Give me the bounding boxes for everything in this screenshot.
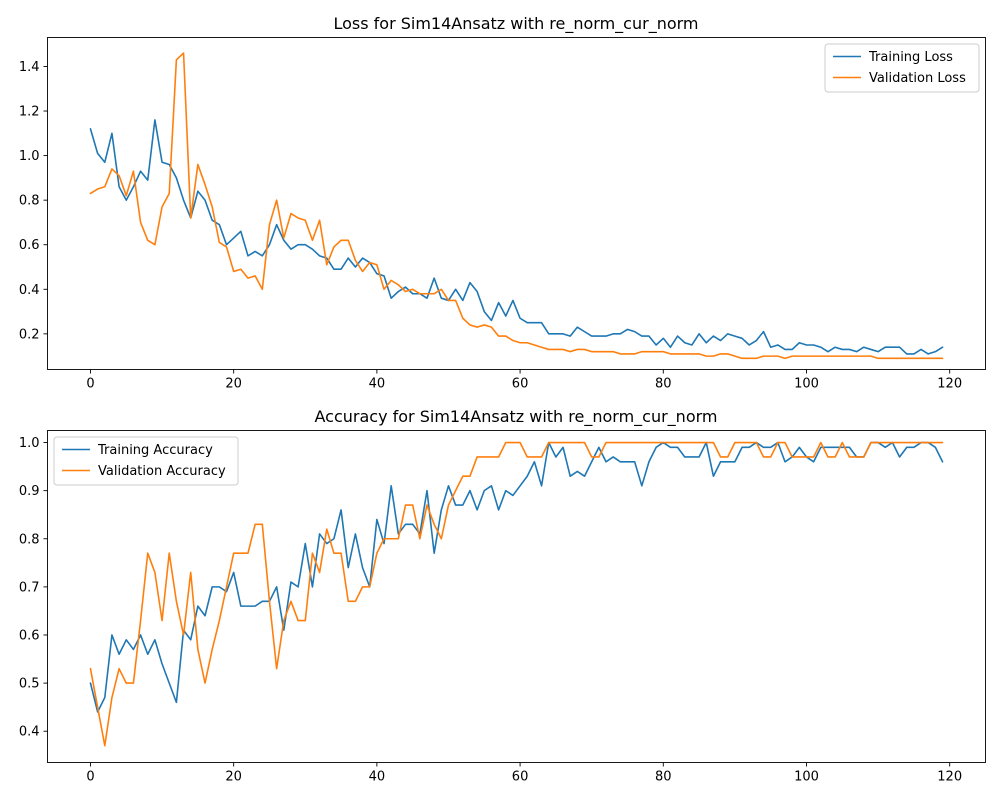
- accuracy-x-tick-label-60: 60: [512, 770, 529, 785]
- series-line-training-loss: [89, 119, 944, 355]
- accuracy-chart-marks: [89, 441, 944, 747]
- accuracy-y-tick-label-4: 0.8: [19, 532, 40, 547]
- accuracy-chart-title: Accuracy for Sim14Ansatz with re_norm_cu…: [315, 407, 718, 427]
- accuracy-y-tick-label-1: 0.5: [19, 677, 40, 692]
- accuracy-chart: Accuracy for Sim14Ansatz with re_norm_cu…: [19, 407, 986, 785]
- loss-legend: Training Loss Validation Loss: [824, 43, 980, 93]
- accuracy-y-tick-label-6: 1.0: [19, 436, 40, 451]
- accuracy-x-tick-label-100: 100: [794, 770, 819, 785]
- loss-y-tick-label-4: 1.0: [19, 149, 40, 164]
- accuracy-y-tick-label-3: 0.7: [19, 580, 40, 595]
- loss-chart-marks: [89, 52, 944, 360]
- series-line-validation-loss: [89, 52, 944, 360]
- legend-label-validation-accuracy: Validation Accuracy: [98, 464, 226, 479]
- loss-chart: Loss for Sim14Ansatz with re_norm_cur_no…: [19, 14, 986, 392]
- accuracy-plot-frame: [47, 430, 986, 763]
- loss-x-tick-label-100: 100: [794, 377, 819, 392]
- accuracy-x-tick-label-20: 20: [225, 770, 242, 785]
- legend-label-training-loss: Training Loss: [868, 50, 953, 65]
- loss-y-tick-label-2: 0.6: [19, 238, 40, 253]
- accuracy-legend: Training Accuracy Validation Accuracy: [53, 436, 239, 486]
- accuracy-x-tick-label-40: 40: [369, 770, 386, 785]
- accuracy-y-axis: 0.4 0.5 0.6 0.7 0.8 0.9 1.0: [19, 436, 48, 740]
- accuracy-y-tick-label-2: 0.6: [19, 628, 40, 643]
- accuracy-x-tick-label-120: 120: [937, 770, 962, 785]
- loss-x-tick-label-60: 60: [512, 377, 529, 392]
- loss-x-tick-label-120: 120: [937, 377, 962, 392]
- loss-y-tick-label-6: 1.4: [19, 60, 40, 75]
- legend-label-validation-loss: Validation Loss: [869, 71, 966, 86]
- loss-y-axis: 0.2 0.4 0.6 0.8 1.0 1.2 1.4: [19, 60, 48, 342]
- accuracy-y-tick-label-5: 0.9: [19, 484, 40, 499]
- loss-plot-frame: [47, 37, 986, 370]
- accuracy-x-tick-label-80: 80: [655, 770, 672, 785]
- loss-y-tick-label-1: 0.4: [19, 283, 40, 298]
- loss-y-tick-label-5: 1.2: [19, 105, 40, 120]
- legend-label-training-accuracy: Training Accuracy: [97, 443, 213, 458]
- accuracy-legend-box: [53, 436, 239, 486]
- accuracy-y-tick-label-0: 0.4: [19, 725, 40, 740]
- loss-x-tick-label-20: 20: [225, 377, 242, 392]
- loss-y-tick-label-3: 0.8: [19, 194, 40, 209]
- series-line-training-accuracy: [89, 441, 944, 713]
- loss-chart-title: Loss for Sim14Ansatz with re_norm_cur_no…: [333, 14, 698, 34]
- loss-x-tick-label-0: 0: [86, 377, 94, 392]
- accuracy-x-tick-label-0: 0: [86, 770, 94, 785]
- series-line-validation-accuracy: [89, 441, 944, 747]
- loss-x-tick-label-40: 40: [369, 377, 386, 392]
- loss-x-tick-label-80: 80: [655, 377, 672, 392]
- loss-y-tick-label-0: 0.2: [19, 327, 40, 342]
- loss-legend-box: [824, 43, 980, 93]
- accuracy-x-axis: 0 20 40 60 80 100 120: [86, 762, 962, 785]
- loss-x-axis: 0 20 40 60 80 100 120: [86, 369, 962, 392]
